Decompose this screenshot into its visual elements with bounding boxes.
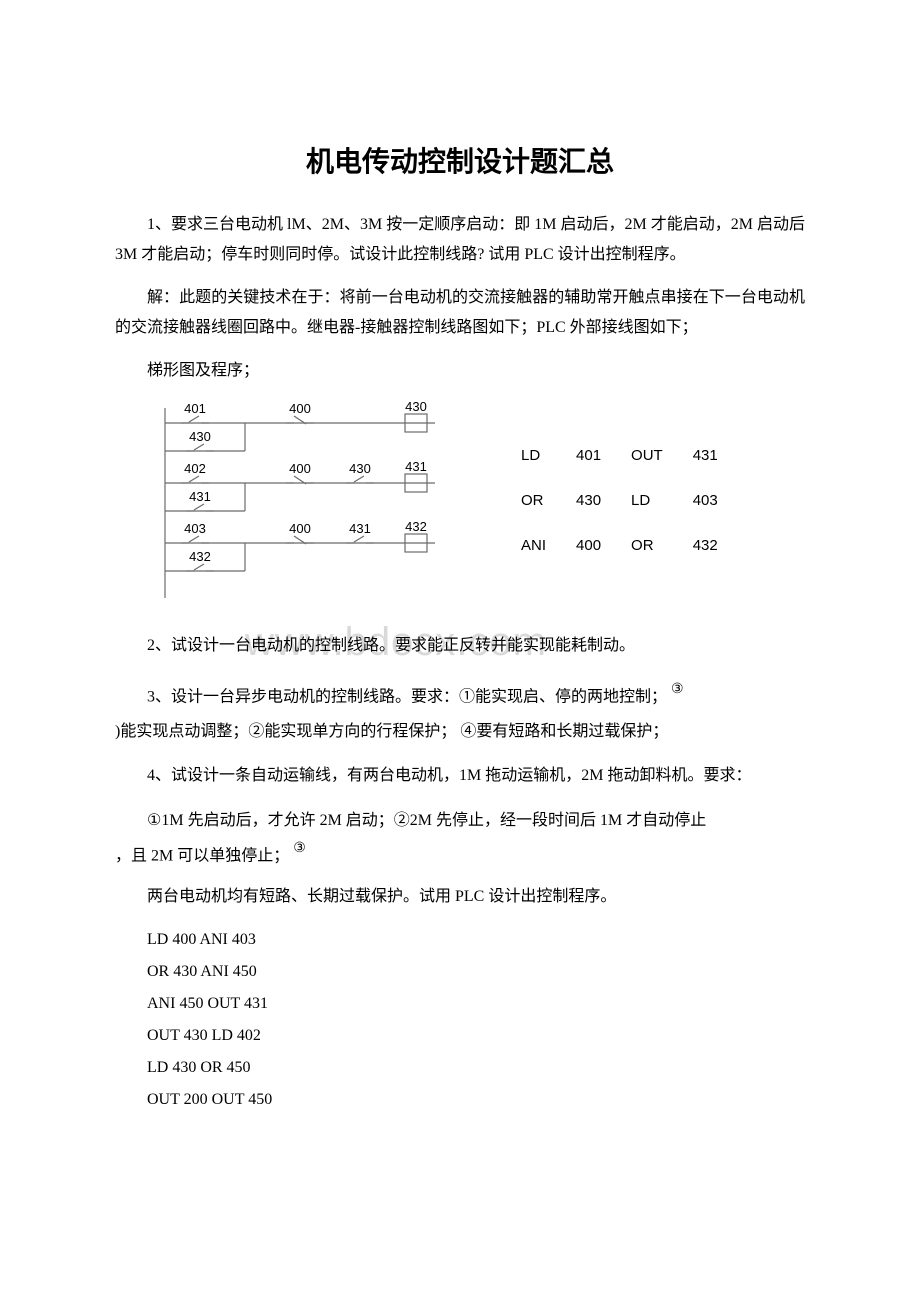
diagram-row: 4014004304304024004304314314034004314324… — [115, 398, 805, 603]
code-block: LD 400 ANI 403OR 430 ANI 450ANI 450 OUT … — [115, 924, 805, 1116]
paragraph-1: 1、要求三台电动机 lM、2M、3M 按一定顺序启动：即 1M 启动后，2M 才… — [115, 210, 805, 271]
paragraph-4: 2、试设计一台电动机的控制线路。要求能正反转并能实现能耗制动。 — [115, 631, 805, 661]
svg-text:430: 430 — [405, 399, 427, 414]
paragraph-3: 梯形图及程序； — [115, 356, 805, 386]
code-line: LD 430 OR 450 — [115, 1052, 805, 1084]
table-cell: ANI — [507, 524, 560, 567]
paragraph-5b: )能实现点动调整；②能实现单方向的行程保护； ④要有短路和长期过载保护； — [115, 717, 805, 747]
table-cell: 431 — [679, 434, 732, 477]
svg-text:400: 400 — [289, 521, 311, 536]
svg-text:430: 430 — [189, 429, 211, 444]
paragraph-5a: 3、设计一台异步电动机的控制线路。要求：①能实现启、停的两地控制； ③ — [115, 679, 805, 713]
svg-text:431: 431 — [349, 521, 371, 536]
svg-text:430: 430 — [349, 461, 371, 476]
p5a-text: 3、设计一台异步电动机的控制线路。要求：①能实现启、停的两地控制； — [147, 689, 667, 706]
paragraph-7b: ，且 2M 可以单独停止； ③ — [115, 838, 805, 872]
table-cell: 400 — [562, 524, 615, 567]
paragraph-6: 4、试设计一条自动运输线，有两台电动机，1M 拖动运输机，2M 拖动卸料机。要求… — [115, 761, 805, 791]
table-cell: OR — [617, 524, 677, 567]
code-line: OUT 430 LD 402 — [115, 1020, 805, 1052]
paragraph-7a: ①1M 先启动后，才允许 2M 启动；②2M 先停止，经一段时间后 1M 才自动… — [115, 806, 805, 836]
table-cell: LD — [617, 479, 677, 522]
table-cell: 432 — [679, 524, 732, 567]
table-cell: OUT — [617, 434, 677, 477]
p5-sup: ③ — [671, 682, 684, 697]
p7b-text: ，且 2M 可以单独停止； — [115, 848, 289, 865]
ladder-diagram: 401 400 430 430 402 400 430 431 431 403 400 431 432 4… — [145, 398, 445, 603]
code-line: OUT 200 OUT 450 — [115, 1084, 805, 1116]
svg-text:431: 431 — [189, 489, 211, 504]
table-row: ANI400OR432 — [507, 524, 732, 567]
table-row: LD401OUT431 — [507, 434, 732, 477]
instruction-table: LD401OUT431OR430LD403ANI400OR432 — [505, 432, 734, 569]
svg-text:400: 400 — [289, 461, 311, 476]
table-cell: LD — [507, 434, 560, 477]
code-line: LD 400 ANI 403 — [115, 924, 805, 956]
code-line: ANI 450 OUT 431 — [115, 988, 805, 1020]
svg-text:400: 400 — [289, 401, 311, 416]
table-cell: 430 — [562, 479, 615, 522]
table-cell: 403 — [679, 479, 732, 522]
paragraph-8: 两台电动机均有短路、长期过载保护。试用 PLC 设计出控制程序。 — [115, 882, 805, 912]
svg-text:403: 403 — [184, 521, 206, 536]
table-cell: OR — [507, 479, 560, 522]
table-cell: 401 — [562, 434, 615, 477]
svg-text:432: 432 — [405, 519, 427, 534]
svg-text:431: 431 — [405, 459, 427, 474]
page-title: 机电传动控制设计题汇总 — [115, 140, 805, 180]
svg-text:432: 432 — [189, 549, 211, 564]
table-row: OR430LD403 — [507, 479, 732, 522]
paragraph-2: 解：此题的关键技术在于：将前一台电动机的交流接触器的辅助常开触点串接在下一台电动… — [115, 283, 805, 344]
code-line: OR 430 ANI 450 — [115, 956, 805, 988]
svg-text:401: 401 — [184, 401, 206, 416]
p7-sup: ③ — [293, 841, 306, 856]
svg-text:402: 402 — [184, 461, 206, 476]
